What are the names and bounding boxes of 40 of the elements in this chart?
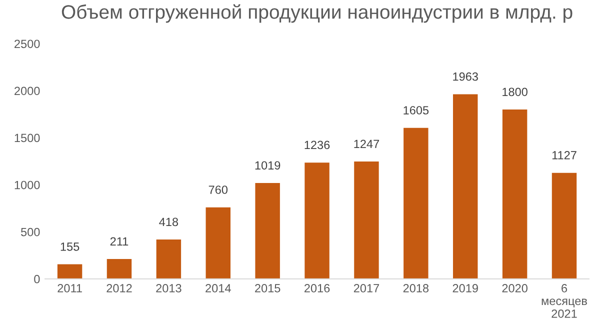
data-label: 1605 <box>404 106 429 114</box>
x-tick-label: 2011 <box>58 284 82 292</box>
data-label: 1127 <box>552 151 576 160</box>
bar <box>255 183 280 279</box>
bar <box>156 240 182 279</box>
bar <box>552 172 577 279</box>
data-label: 1800 <box>502 88 528 96</box>
y-tick-label: 1000 <box>14 180 40 190</box>
data-label: 418 <box>159 218 178 226</box>
x-tick-label: 6 месяцев 2021 <box>542 284 587 318</box>
data-label: 1247 <box>354 140 380 148</box>
x-tick-label: 2012 <box>106 284 132 292</box>
data-label: 155 <box>60 242 80 251</box>
bar <box>106 259 132 279</box>
x-tick-label: 2015 <box>255 284 280 292</box>
bar <box>453 94 478 279</box>
x-tick-label: 2013 <box>156 284 182 292</box>
y-tick-label: 1500 <box>14 134 40 142</box>
bar <box>57 264 82 279</box>
data-label: 1019 <box>255 161 280 170</box>
bar <box>404 128 428 279</box>
bar <box>206 207 230 279</box>
data-label: 211 <box>110 237 128 246</box>
y-tick-label: 0 <box>34 274 40 284</box>
y-tick-label: 500 <box>20 228 40 236</box>
data-label: 1963 <box>453 72 478 81</box>
chart-title: Объем отгруженной продукции наноиндустрии в млрд. р <box>62 4 572 23</box>
y-tick-label: 2500 <box>14 40 40 48</box>
x-tick-label: 2017 <box>354 284 380 292</box>
x-tick-label: 2020 <box>502 284 528 292</box>
data-label: 1236 <box>304 140 330 150</box>
y-tick-label: 2000 <box>14 86 40 96</box>
bar <box>502 110 528 279</box>
x-tick-label: 2019 <box>452 284 478 292</box>
x-tick-label: 2014 <box>206 284 231 292</box>
bar <box>304 162 330 279</box>
data-label: 760 <box>208 186 228 194</box>
x-tick-label: 2016 <box>304 284 330 292</box>
bar <box>354 162 379 279</box>
x-tick-label: 2018 <box>403 284 429 292</box>
